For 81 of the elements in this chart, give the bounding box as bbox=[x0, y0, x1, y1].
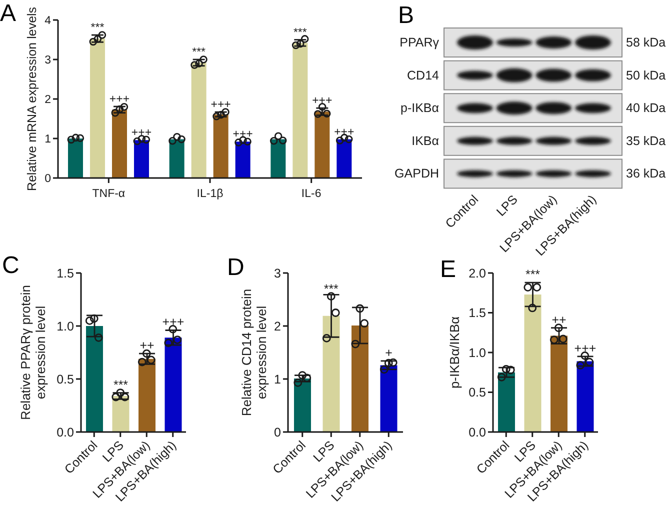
data-label: +++ bbox=[131, 127, 152, 140]
x-tick-label: IL-1β bbox=[196, 188, 224, 200]
chart-title: D bbox=[227, 254, 244, 281]
category-label: PPARγ bbox=[400, 36, 439, 50]
bar bbox=[576, 361, 594, 432]
y-tick-label: 1 bbox=[44, 134, 51, 146]
bar bbox=[213, 114, 228, 178]
data-label: +++ bbox=[232, 128, 254, 141]
category-label: 50 kDa bbox=[626, 68, 666, 82]
bar bbox=[134, 140, 149, 178]
category-label: GAPDH bbox=[394, 166, 439, 181]
y-tick-label: 2 bbox=[44, 94, 51, 106]
y-tick-label: 3 bbox=[44, 54, 51, 67]
bar bbox=[336, 139, 352, 178]
y-tick-label: 0.5 bbox=[56, 372, 74, 386]
bar bbox=[550, 336, 568, 432]
data-label: ++ bbox=[140, 338, 154, 353]
data-label: +++ bbox=[574, 341, 596, 356]
y-tick-label: 0.5 bbox=[468, 386, 486, 400]
y-axis-title: p-IKBα/IKBα bbox=[446, 316, 462, 389]
bar bbox=[191, 62, 206, 178]
y-tick-label: 1.5 bbox=[56, 266, 74, 280]
data-label: *** bbox=[192, 46, 206, 58]
bar bbox=[322, 316, 340, 432]
data-label: +++ bbox=[312, 95, 333, 108]
bar bbox=[86, 326, 103, 432]
y-axis-title: Relative mRNA expression levels bbox=[25, 6, 39, 192]
data-label: *** bbox=[525, 268, 540, 282]
y-axis-title: Relative PPARγ protein expression level bbox=[17, 285, 48, 420]
bar bbox=[235, 142, 250, 178]
data-label: +++ bbox=[162, 315, 184, 330]
chart-title: E bbox=[440, 256, 456, 283]
data-label: +++ bbox=[109, 94, 130, 106]
y-axis-title: Relative CD14 protein expression level bbox=[238, 288, 269, 416]
category-label: IKBα bbox=[412, 134, 439, 148]
category-label: CD14 bbox=[407, 68, 439, 82]
category-label: p-IKBα bbox=[400, 101, 439, 116]
x-tick-label: TNF-α bbox=[92, 188, 126, 200]
y-tick-label: 3 bbox=[274, 266, 282, 280]
category-label: 36 kDa bbox=[626, 166, 666, 181]
bar bbox=[314, 112, 330, 178]
y-tick-label: 0 bbox=[274, 425, 282, 440]
y-tick-label: 0 bbox=[44, 173, 51, 186]
bar bbox=[112, 396, 130, 432]
category-label: 35 kDa bbox=[626, 134, 666, 148]
bar bbox=[90, 38, 105, 178]
data-label: + bbox=[385, 346, 392, 360]
bar bbox=[169, 139, 184, 178]
category-label: 40 kDa bbox=[626, 101, 666, 116]
chart-title: A bbox=[0, 0, 16, 27]
bar bbox=[138, 358, 156, 432]
x-tick-label: IL-6 bbox=[301, 188, 322, 200]
y-tick-label: 4 bbox=[44, 15, 52, 28]
annotation: *** bbox=[324, 282, 339, 296]
bar bbox=[498, 372, 515, 432]
y-tick-label: 1.0 bbox=[56, 319, 74, 334]
y-tick-label: 1.0 bbox=[468, 346, 486, 360]
y-tick-label: 0.0 bbox=[468, 425, 486, 440]
y-tick-label: 1.5 bbox=[468, 306, 486, 320]
bar bbox=[270, 139, 286, 178]
y-tick-label: 2 bbox=[274, 319, 282, 334]
data-label: *** bbox=[113, 378, 128, 392]
chart-title: C bbox=[2, 252, 20, 279]
bar bbox=[112, 110, 127, 178]
bar bbox=[164, 338, 182, 432]
bar bbox=[380, 365, 398, 432]
data-label: ++ bbox=[552, 312, 566, 327]
data-label: *** bbox=[293, 26, 308, 39]
data-label: +++ bbox=[334, 126, 355, 138]
bar bbox=[524, 294, 542, 432]
y-tick-label: 2.0 bbox=[468, 266, 486, 280]
bar bbox=[68, 138, 83, 178]
bar bbox=[294, 378, 311, 432]
y-tick-label: 1 bbox=[274, 372, 282, 386]
y-tick-label: 0.0 bbox=[56, 425, 74, 440]
text: B bbox=[398, 2, 414, 29]
bar bbox=[352, 325, 368, 432]
data-label: *** bbox=[90, 22, 105, 34]
data-label: +++ bbox=[210, 99, 232, 112]
bar bbox=[292, 42, 308, 178]
category-label: 58 kDa bbox=[626, 36, 666, 50]
